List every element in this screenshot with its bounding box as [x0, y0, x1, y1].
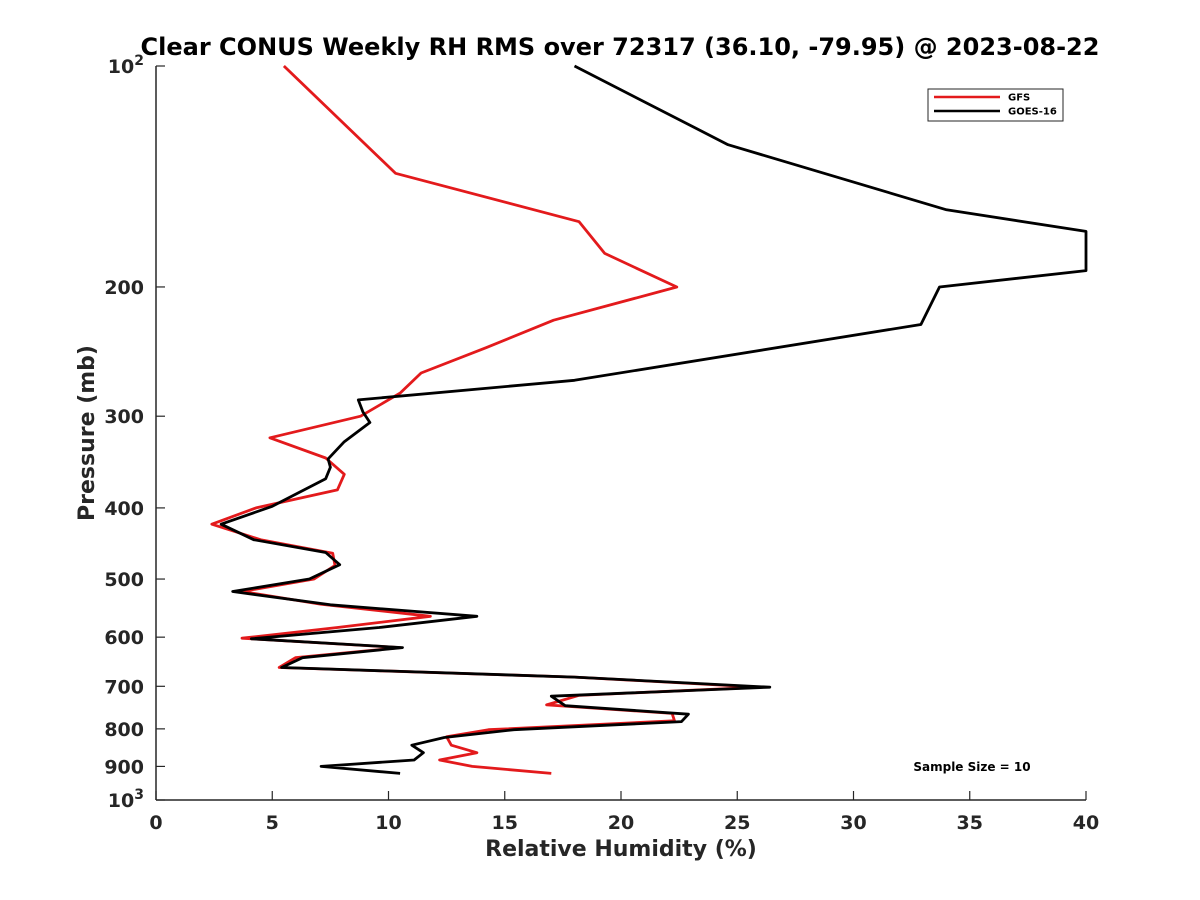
x-tick-label: 25	[724, 812, 750, 834]
legend-label-gfs: GFS	[1008, 93, 1030, 104]
series-line-goes16	[219, 64, 1088, 775]
x-tick-label: 5	[266, 812, 279, 834]
y-tick-label: 700	[104, 676, 144, 698]
legend: GFS GOES-16	[927, 88, 1064, 122]
y-tick-label: 800	[104, 719, 144, 741]
legend-box	[927, 88, 1064, 122]
plot-area	[156, 66, 1086, 800]
x-tick-label: 15	[492, 812, 518, 834]
y-tick-label: 200	[104, 277, 144, 299]
x-tick-label: 40	[1073, 812, 1099, 834]
series-layer	[210, 64, 1088, 775]
chart-title: Clear CONUS Weekly RH RMS over 72317 (36…	[141, 33, 1100, 61]
x-tick-label: 35	[957, 812, 983, 834]
y-tick-label: 600	[104, 627, 144, 649]
y-tick-label: 102	[108, 53, 144, 78]
y-tick-label: 300	[104, 406, 144, 428]
y-ticks: 102 200 300 400 500 600 700 800 900 103	[104, 53, 165, 812]
x-axis-label: Relative Humidity (%)	[485, 837, 757, 862]
x-ticks: 0 5 10 15 20 25 30 35 40	[149, 791, 1099, 834]
y-tick-label: 400	[104, 498, 144, 520]
y-tick-label: 103	[108, 787, 144, 812]
y-tick-label: 900	[104, 756, 144, 778]
sample-size-annotation: Sample Size = 10	[913, 760, 1030, 774]
y-tick-label: 500	[104, 569, 144, 591]
y-axis-label: Pressure (mb)	[75, 345, 100, 521]
x-tick-label: 10	[375, 812, 401, 834]
x-tick-label: 0	[149, 812, 162, 834]
x-tick-label: 20	[608, 812, 634, 834]
x-tick-label: 30	[840, 812, 866, 834]
legend-label-goes16: GOES-16	[1008, 107, 1057, 118]
